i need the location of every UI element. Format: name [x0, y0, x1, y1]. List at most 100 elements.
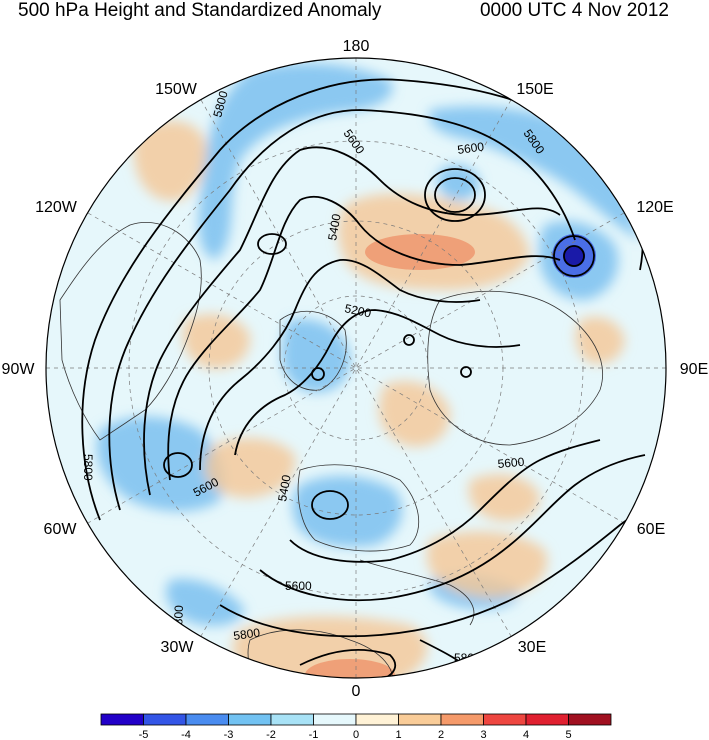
height-contour: [199, 259, 481, 471]
height-contour: [108, 109, 576, 511]
height-contour: [259, 454, 646, 601]
height-contour: [219, 494, 666, 638]
colorbar-swatches: [100, 713, 612, 726]
colorbar-label: 4: [523, 729, 529, 740]
negative-anomaly-region: [166, 579, 245, 626]
meridian-120e-60w: [87, 212, 625, 524]
colorbar-swatch: [440, 713, 484, 726]
closed-contour: [434, 177, 476, 213]
closed-contour: [257, 233, 287, 255]
contour-label: 5600: [497, 455, 525, 471]
closed-contour: [460, 366, 472, 378]
colorbar-label: -1: [309, 729, 319, 740]
colorbar-swatch: [143, 713, 187, 726]
colorbar-label: -2: [266, 729, 276, 740]
colorbar: -5 -4 -3 -2 -1 0 1 2 3 4 5: [100, 713, 612, 740]
lon-label-180: 180: [343, 38, 370, 55]
north-america-coast: [59, 222, 202, 441]
height-contour: [289, 439, 601, 563]
positive-anomaly-region: [468, 474, 540, 522]
height-contour: [299, 648, 397, 678]
coastlines: [59, 222, 603, 678]
colorbar-swatch: [270, 713, 314, 726]
colorbar-swatch: [398, 713, 442, 726]
colorbar-swatch: [100, 713, 144, 726]
positive-anomaly-region: [133, 120, 207, 201]
contour-label: 5200: [343, 301, 372, 320]
lon-label-90e: 90E: [680, 361, 708, 378]
lon-label-30e: 30E: [518, 639, 546, 656]
colorbar-swatch: [313, 713, 357, 726]
contour-label: 5800: [81, 454, 95, 481]
closed-contour: [311, 490, 349, 520]
mediterranean-coast: [359, 559, 475, 626]
contour-label: 5400: [325, 212, 343, 241]
height-contours: [81, 78, 666, 678]
globe-outline: [45, 57, 667, 679]
positive-anomaly-region: [575, 316, 625, 364]
lon-label-150e: 150E: [516, 81, 553, 98]
negative-anomaly-region: [281, 319, 351, 393]
meridian-150e-30w: [200, 99, 512, 637]
colorbar-labels: -5 -4 -3 -2 -1 0 1 2 3 4 5: [139, 729, 572, 740]
colorbar-label: 0: [353, 729, 359, 740]
negative-anomaly-region: [198, 63, 393, 260]
strong-positive-core: [365, 234, 475, 270]
colorbar-label: 3: [480, 729, 486, 740]
closed-contour: [311, 367, 325, 381]
anomaly-cores: [305, 234, 596, 678]
strong-positive-core: [305, 659, 395, 678]
colorbar-label: -4: [181, 729, 191, 740]
positive-anomaly-region: [426, 531, 548, 598]
colorbar-swatch: [568, 713, 612, 726]
europe-coast: [297, 464, 419, 552]
contour-label: 5400: [275, 473, 293, 502]
closed-contour: [424, 168, 486, 222]
negative-anomaly-region: [96, 416, 224, 512]
colorbar-label: 5: [565, 729, 571, 740]
closed-contour: [403, 334, 415, 346]
latitude-circle: [283, 295, 429, 441]
colorbar-swatch: [228, 713, 272, 726]
height-contour: [143, 146, 561, 496]
lon-label-120w: 120W: [35, 199, 78, 216]
lon-label-150w: 150W: [155, 81, 198, 98]
positive-anomaly-region: [205, 437, 296, 498]
height-contour: [167, 195, 561, 481]
closed-low-contour: [553, 235, 595, 277]
lon-label-30w: 30W: [161, 639, 195, 656]
height-contour: [234, 309, 521, 456]
greenland-coast: [279, 311, 347, 391]
contour-label: 5600: [285, 579, 312, 593]
lon-label-60w: 60W: [44, 521, 78, 538]
strong-negative-core: [563, 245, 585, 267]
colorbar-swatch: [185, 713, 229, 726]
colorbar-label: -3: [224, 729, 234, 740]
lon-label-120e: 120E: [636, 199, 673, 216]
colorbar-swatch: [355, 713, 399, 726]
lon-label-0: 0: [352, 683, 361, 700]
map-title: 500 hPa Height and Standardized Anomaly: [18, 0, 382, 21]
colorbar-label: -5: [139, 729, 149, 740]
colorbar-label: 2: [438, 729, 444, 740]
lon-label-60e: 60E: [637, 521, 665, 538]
lat-lon-grid: [46, 58, 666, 678]
colorbar-swatch: [525, 713, 569, 726]
map-datetime: 0000 UTC 4 Nov 2012: [479, 0, 669, 21]
positive-anomaly-region: [182, 314, 251, 369]
contour-label: 5600: [456, 139, 485, 157]
colorbar-swatch: [483, 713, 527, 726]
map-globe: 5800 5600 5800 5600 5400 5200 5400 5600 …: [46, 58, 666, 678]
contour-label: 5800: [210, 89, 231, 119]
contour-label: 5800: [232, 625, 261, 643]
closed-contour: [163, 452, 193, 478]
lon-label-90w: 90W: [2, 361, 36, 378]
positive-anomaly-region: [378, 381, 451, 447]
closed-low-contour: [563, 245, 585, 267]
asia-coast: [427, 290, 603, 446]
colorbar-label: 1: [395, 729, 401, 740]
longitude-labels: 180 150E 120E 90E 60E 30E 0 30W 60W 90W …: [2, 38, 709, 700]
meridian-150w-30e: [200, 99, 512, 637]
